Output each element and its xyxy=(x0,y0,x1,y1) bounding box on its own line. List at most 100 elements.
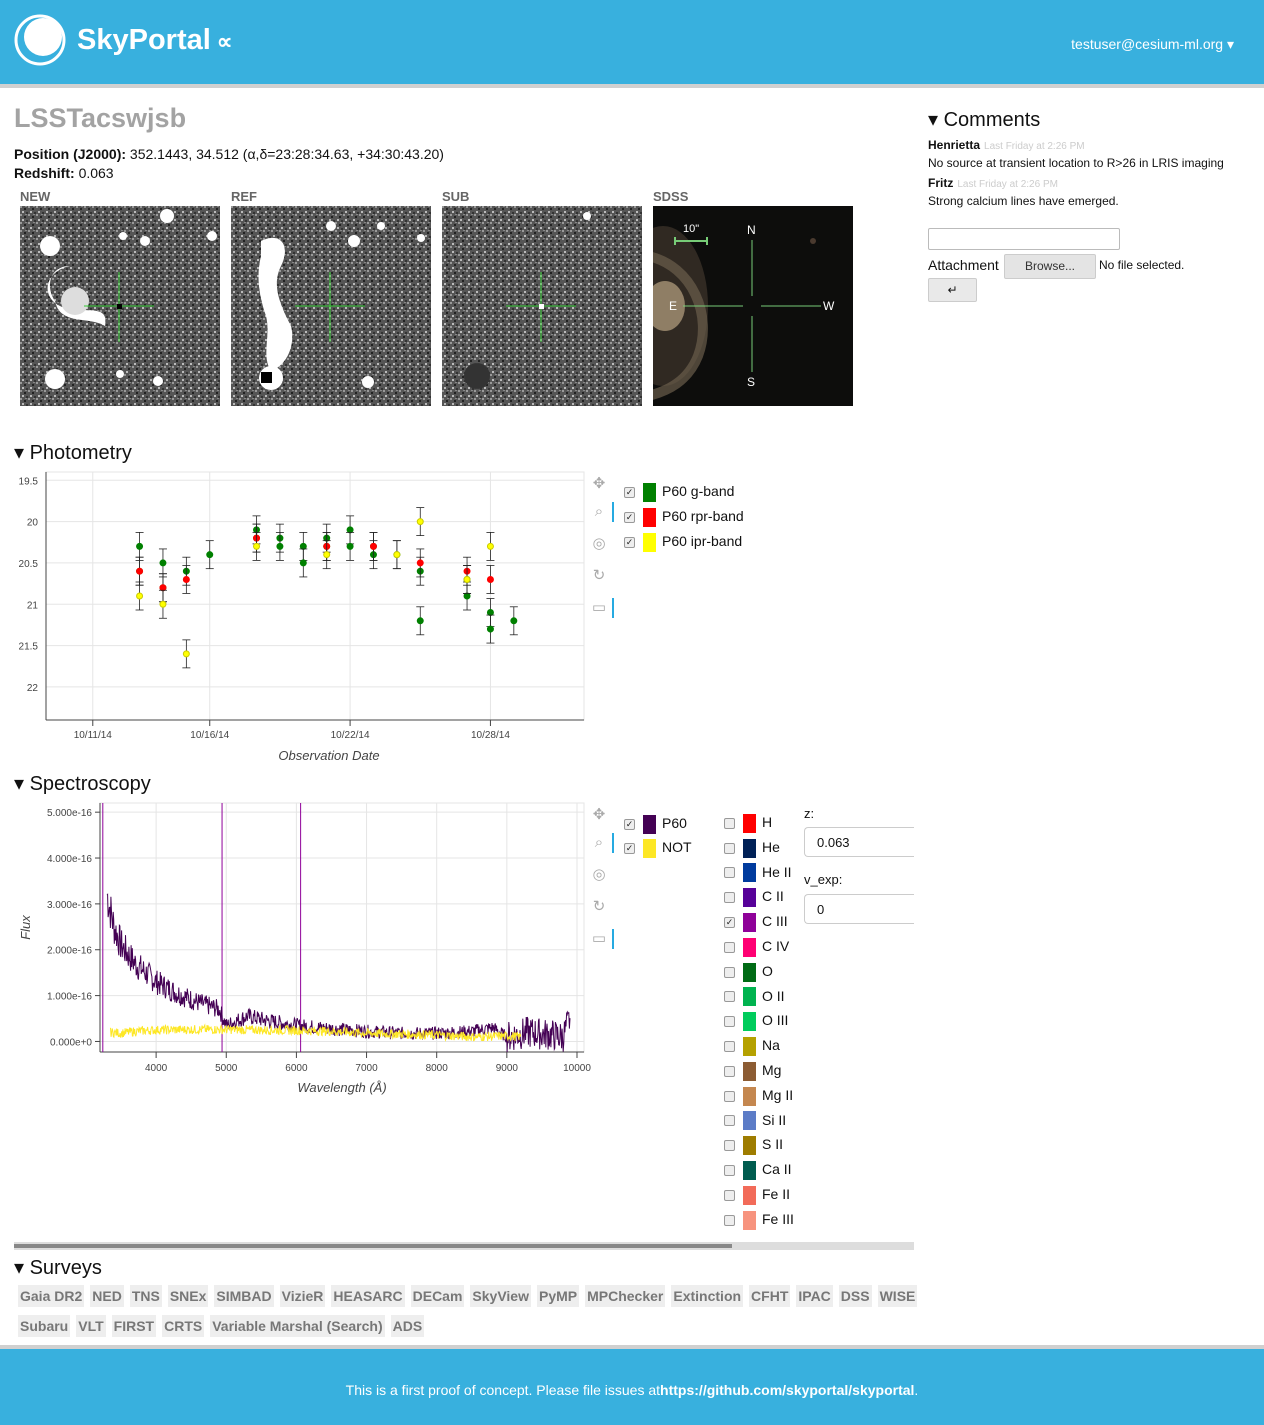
user-menu[interactable]: testuser@cesium-ml.org ▾ xyxy=(1071,36,1234,52)
data-point xyxy=(136,542,144,550)
spectral-line-checkbox[interactable] xyxy=(724,991,735,1003)
phot-legend-i[interactable]: ✓ P60 ipr-band xyxy=(624,530,742,552)
spectral-line-checkbox[interactable] xyxy=(724,1065,735,1077)
sdss-scale-label: 10" xyxy=(683,223,699,235)
phot-g-checkbox[interactable]: ✓ xyxy=(624,486,635,498)
survey-button[interactable]: WISE xyxy=(877,1285,918,1307)
spectral-line-checkbox[interactable] xyxy=(724,1115,735,1127)
phot-legend-r[interactable]: ✓ P60 rpr-band xyxy=(624,505,744,527)
spectral-line-toggle[interactable]: Si II xyxy=(724,1108,786,1132)
scrollbar-thumb[interactable] xyxy=(14,1244,732,1248)
survey-button[interactable]: NED xyxy=(90,1285,124,1307)
spec-legend-not[interactable]: ✓ NOT xyxy=(624,836,692,858)
hover-tool-icon[interactable]: ▭ xyxy=(586,929,614,949)
box-zoom-tool-icon[interactable]: ⌕ xyxy=(586,502,614,522)
spectral-line-checkbox[interactable] xyxy=(724,817,735,829)
box-zoom-tool-icon[interactable]: ⌕ xyxy=(586,833,614,853)
surveys-title[interactable]: ▾ Surveys xyxy=(14,1257,102,1279)
spectral-line-checkbox[interactable] xyxy=(724,966,735,978)
spectral-line-checkbox[interactable] xyxy=(724,1189,735,1201)
spectral-line-checkbox[interactable] xyxy=(724,1164,735,1176)
survey-button[interactable]: FIRST xyxy=(111,1315,157,1337)
phot-legend-g[interactable]: ✓ P60 g-band xyxy=(624,480,734,502)
footer: This is a first proof of concept. Please… xyxy=(0,1345,1264,1425)
brand-title[interactable]: SkyPortal ∝ xyxy=(77,24,233,56)
pan-tool-icon[interactable]: ✥ xyxy=(592,805,606,823)
spectral-line-toggle[interactable]: C II xyxy=(724,884,784,908)
phot-i-checkbox[interactable]: ✓ xyxy=(624,536,635,548)
spectral-line-checkbox[interactable] xyxy=(724,941,735,953)
pan-tool-icon[interactable]: ✥ xyxy=(592,474,606,492)
horizontal-scrollbar[interactable] xyxy=(14,1242,914,1250)
spectral-line-toggle[interactable]: Fe III xyxy=(724,1207,794,1231)
spectral-line-toggle[interactable]: O II xyxy=(724,984,785,1008)
survey-button[interactable]: SkyView xyxy=(470,1285,531,1307)
spectral-line-checkbox[interactable] xyxy=(724,842,735,854)
comments-title[interactable]: ▾ Comments xyxy=(928,109,1041,131)
phot-r-checkbox[interactable]: ✓ xyxy=(624,511,635,523)
spectral-line-checkbox[interactable] xyxy=(724,1016,735,1028)
spectral-line-checkbox[interactable] xyxy=(724,1214,735,1226)
survey-button[interactable]: HEASARC xyxy=(331,1285,405,1307)
reset-tool-icon[interactable]: ↻ xyxy=(592,566,606,584)
spectral-line-swatch xyxy=(743,1160,756,1180)
spectral-line-toggle[interactable]: He xyxy=(724,835,780,859)
spectral-line-toggle[interactable]: C IV xyxy=(724,934,789,958)
survey-button[interactable]: Subaru xyxy=(18,1315,71,1337)
spectral-line-checkbox[interactable] xyxy=(724,1090,735,1102)
survey-button[interactable]: DSS xyxy=(838,1285,872,1307)
survey-button[interactable]: MPChecker xyxy=(585,1285,666,1307)
survey-button[interactable]: ADS xyxy=(390,1315,425,1337)
hover-tool-icon[interactable]: ▭ xyxy=(586,598,614,618)
survey-button[interactable]: VizieR xyxy=(279,1285,326,1307)
spectroscopy-title[interactable]: ▾ Spectroscopy xyxy=(14,773,151,795)
survey-button[interactable]: Extinction xyxy=(671,1285,744,1307)
submit-comment-button[interactable]: ↵ xyxy=(928,278,977,302)
spectral-line-checkbox[interactable]: ✓ xyxy=(724,916,735,928)
wheel-zoom-tool-icon[interactable]: ◎ xyxy=(592,534,606,552)
comment-input[interactable] xyxy=(928,228,1120,250)
spectral-line-toggle[interactable]: S II xyxy=(724,1132,783,1156)
photometry-plot[interactable]: 19.5 20 20.5 21 21.5 22 10/11/14 10/16/14 10/22/… xyxy=(14,468,586,768)
survey-button[interactable]: SNEx xyxy=(167,1285,209,1307)
reset-tool-icon[interactable]: ↻ xyxy=(592,897,606,915)
spectral-line-toggle[interactable]: Ca II xyxy=(724,1157,792,1181)
spec-p60-checkbox[interactable]: ✓ xyxy=(624,818,635,830)
photometry-title[interactable]: ▾ Photometry xyxy=(14,442,132,464)
spectral-line-toggle[interactable]: O III xyxy=(724,1008,788,1032)
vexp-input[interactable]: 0 xyxy=(804,894,914,924)
spectral-line-toggle[interactable]: Fe II xyxy=(724,1182,790,1206)
survey-button[interactable]: CFHT xyxy=(749,1285,791,1307)
survey-button[interactable]: Gaia DR2 xyxy=(18,1285,85,1307)
spectral-line-checkbox[interactable] xyxy=(724,1040,735,1052)
z-input[interactable]: 0.063 xyxy=(804,827,914,857)
spectral-line-toggle[interactable]: ✓ C III xyxy=(724,909,788,933)
github-link[interactable]: https://github.com/skyportal/skyportal xyxy=(660,1382,915,1398)
spec-legend-p60[interactable]: ✓ P60 xyxy=(624,812,687,834)
survey-button[interactable]: DECam xyxy=(410,1285,465,1307)
data-point xyxy=(486,625,494,633)
survey-button[interactable]: IPAC xyxy=(796,1285,833,1307)
thumbnail-new xyxy=(20,206,220,406)
spectral-line-toggle[interactable]: H xyxy=(724,810,772,834)
spectral-line-toggle[interactable]: Mg xyxy=(724,1058,781,1082)
spectral-line-checkbox[interactable] xyxy=(724,892,735,904)
skyportal-logo-icon[interactable] xyxy=(14,14,66,66)
survey-button[interactable]: CRTS xyxy=(162,1315,205,1337)
spectral-line-toggle[interactable]: O xyxy=(724,959,773,983)
spectral-line-checkbox[interactable] xyxy=(724,1140,735,1152)
survey-button[interactable]: VLT xyxy=(76,1315,106,1337)
browse-button[interactable]: Browse... xyxy=(1004,254,1096,279)
survey-button[interactable]: TNS xyxy=(129,1285,162,1307)
wheel-zoom-tool-icon[interactable]: ◎ xyxy=(592,865,606,883)
survey-button[interactable]: Variable Marshal (Search) xyxy=(210,1315,385,1337)
spectral-line-toggle[interactable]: Mg II xyxy=(724,1083,793,1107)
spectroscopy-plot[interactable]: 5.000e-16 4.000e-16 3.000e-16 2.000e-16 1.00… xyxy=(14,800,594,1100)
spectral-line-toggle[interactable]: Na xyxy=(724,1033,780,1057)
data-point xyxy=(182,650,190,658)
spectral-line-toggle[interactable]: He II xyxy=(724,860,792,884)
survey-button[interactable]: PyMP xyxy=(536,1285,580,1307)
spec-not-checkbox[interactable]: ✓ xyxy=(624,842,635,854)
survey-button[interactable]: SIMBAD xyxy=(214,1285,274,1307)
spectral-line-checkbox[interactable] xyxy=(724,867,735,879)
